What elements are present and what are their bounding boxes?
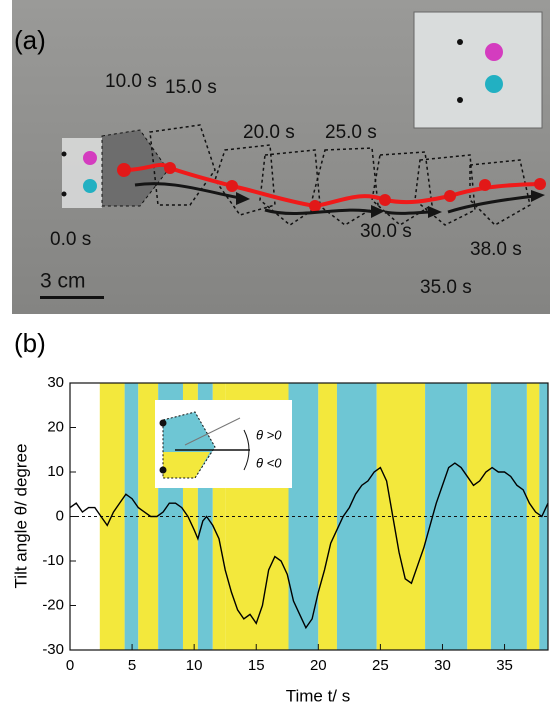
x-tick-label: 30 (434, 657, 451, 674)
y-tick-label: 10 (47, 463, 64, 480)
y-tick-label: 30 (47, 374, 64, 391)
plot-area: -30 -20 -10 0 10 20 30 0 5 10 15 20 25 30 35 (42, 374, 549, 674)
phase-band (318, 383, 337, 650)
time-label: 30.0 s (360, 221, 412, 242)
y-tick-label: 0 (56, 507, 64, 524)
annotation: θ <0 (256, 455, 282, 470)
phase-band (539, 383, 548, 650)
x-tick-label: 5 (128, 657, 136, 674)
time-label: 38.0 s (470, 239, 522, 260)
y-tick-label: -10 (42, 552, 64, 569)
data-line (69, 462, 549, 630)
time-label: 0.0 s (50, 229, 91, 250)
panel-label: (b) (14, 328, 46, 358)
panel-label: (a) (14, 25, 46, 55)
x-tick-label: 25 (372, 657, 389, 674)
time-label: 15.0 s (165, 77, 217, 98)
x-tick-label: 35 (496, 657, 513, 674)
time-label: 25.0 s (325, 122, 377, 143)
x-tick-label: 10 (186, 657, 203, 674)
y-tick-label: -20 (42, 596, 64, 613)
time-label: 20.0 s (243, 122, 295, 143)
panel-a-photo (12, 0, 550, 314)
y-axis-title: Tilt angle θ/ degree (11, 444, 30, 589)
x-axis-title: Time t/ s (286, 686, 351, 705)
x-tick-label: 20 (310, 657, 327, 674)
time-label: 35.0 s (420, 277, 472, 298)
scale-bar-label: 3 cm (40, 270, 86, 293)
inset-diagram: θ >0 θ <0 (155, 400, 292, 488)
time-label: 10.0 s (105, 71, 157, 92)
x-tick-label: 0 (66, 657, 74, 674)
y-tick-label: 20 (47, 418, 64, 435)
y-tick-label: -30 (42, 641, 64, 658)
annotation: θ >0 (256, 427, 282, 442)
x-tick-label: 15 (248, 657, 265, 674)
